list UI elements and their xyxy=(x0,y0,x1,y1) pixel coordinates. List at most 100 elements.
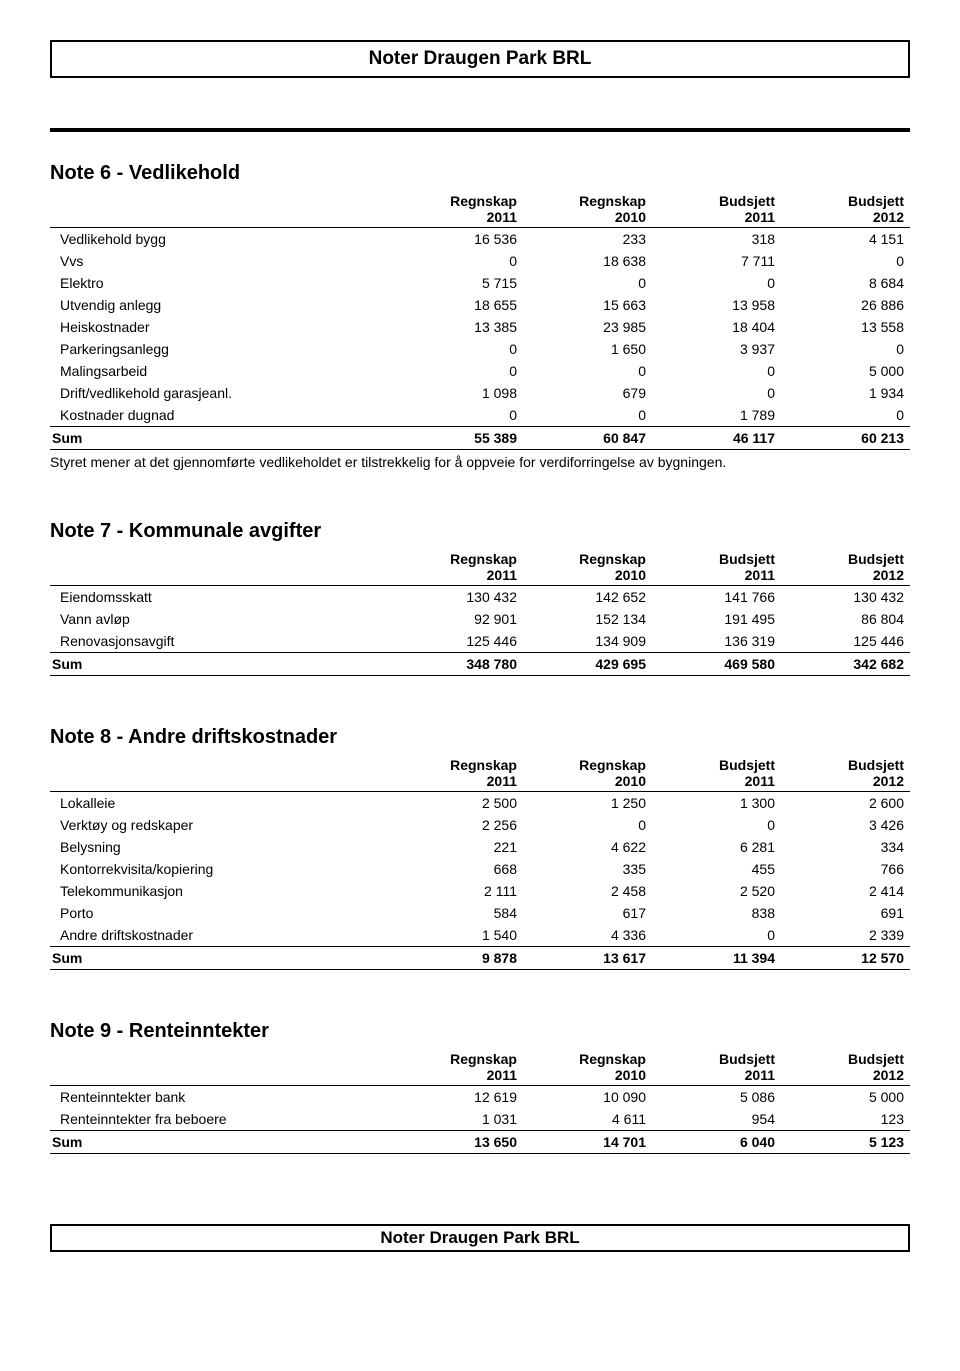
row-value: 691 xyxy=(781,902,910,924)
row-label: Vedlikehold bygg xyxy=(50,228,394,251)
row-label: Verktøy og redskaper xyxy=(50,814,394,836)
row-value: 152 134 xyxy=(523,608,652,630)
row-value: 2 414 xyxy=(781,880,910,902)
row-value: 5 715 xyxy=(394,272,523,294)
row-value: 92 901 xyxy=(394,608,523,630)
row-value: 8 684 xyxy=(781,272,910,294)
row-label: Andre driftskostnader xyxy=(50,924,394,947)
note7-table: Regnskap2011 Regnskap2010 Budsjett2011 B… xyxy=(50,549,910,676)
note9-sum: Sum 13 650 14 701 6 040 5 123 xyxy=(50,1131,910,1154)
row-value: 26 886 xyxy=(781,294,910,316)
table-row: Lokalleie2 5001 2501 3002 600 xyxy=(50,792,910,815)
row-value: 3 937 xyxy=(652,338,781,360)
note9-block: Note 9 - Renteinntekter Regnskap2011 Reg… xyxy=(50,1020,910,1154)
row-value: 0 xyxy=(394,250,523,272)
row-value: 233 xyxy=(523,228,652,251)
row-value: 136 319 xyxy=(652,630,781,653)
table-row: Kontorrekvisita/kopiering668335455766 xyxy=(50,858,910,880)
note7-body: Eiendomsskatt130 432142 652141 766130 43… xyxy=(50,586,910,653)
table-row: Elektro5 715008 684 xyxy=(50,272,910,294)
row-value: 318 xyxy=(652,228,781,251)
row-value: 455 xyxy=(652,858,781,880)
row-value: 2 256 xyxy=(394,814,523,836)
row-value: 10 090 xyxy=(523,1086,652,1109)
row-value: 23 985 xyxy=(523,316,652,338)
row-label: Renovasjonsavgift xyxy=(50,630,394,653)
row-value: 130 432 xyxy=(781,586,910,609)
row-value: 679 xyxy=(523,382,652,404)
row-value: 335 xyxy=(523,858,652,880)
row-value: 13 558 xyxy=(781,316,910,338)
row-value: 0 xyxy=(781,404,910,427)
row-value: 18 638 xyxy=(523,250,652,272)
row-value: 18 404 xyxy=(652,316,781,338)
row-value: 0 xyxy=(652,360,781,382)
row-value: 0 xyxy=(652,924,781,947)
table-row: Drift/vedlikehold garasjeanl.1 09867901 … xyxy=(50,382,910,404)
table-row: Telekommunikasjon2 1112 4582 5202 414 xyxy=(50,880,910,902)
row-label: Utvendig anlegg xyxy=(50,294,394,316)
row-value: 4 611 xyxy=(523,1108,652,1131)
row-label: Vann avløp xyxy=(50,608,394,630)
note6-sum: Sum 55 389 60 847 46 117 60 213 xyxy=(50,427,910,450)
row-value: 0 xyxy=(523,404,652,427)
row-value: 584 xyxy=(394,902,523,924)
row-value: 617 xyxy=(523,902,652,924)
row-value: 1 540 xyxy=(394,924,523,947)
row-value: 0 xyxy=(394,360,523,382)
row-value: 668 xyxy=(394,858,523,880)
row-label: Kontorrekvisita/kopiering xyxy=(50,858,394,880)
row-value: 1 250 xyxy=(523,792,652,815)
row-label: Drift/vedlikehold garasjeanl. xyxy=(50,382,394,404)
row-value: 2 600 xyxy=(781,792,910,815)
row-value: 0 xyxy=(652,272,781,294)
row-value: 1 789 xyxy=(652,404,781,427)
row-label: Porto xyxy=(50,902,394,924)
row-value: 7 711 xyxy=(652,250,781,272)
row-value: 142 652 xyxy=(523,586,652,609)
row-value: 0 xyxy=(523,814,652,836)
row-value: 1 650 xyxy=(523,338,652,360)
row-value: 18 655 xyxy=(394,294,523,316)
row-label: Heiskostnader xyxy=(50,316,394,338)
row-value: 1 934 xyxy=(781,382,910,404)
table-row: Renovasjonsavgift125 446134 909136 31912… xyxy=(50,630,910,653)
note6-body: Vedlikehold bygg16 5362333184 151Vvs018 … xyxy=(50,228,910,427)
note8-table: Regnskap2011 Regnskap2010 Budsjett2011 B… xyxy=(50,755,910,970)
table-row: Renteinntekter bank12 61910 0905 0865 00… xyxy=(50,1086,910,1109)
row-value: 191 495 xyxy=(652,608,781,630)
row-value: 3 426 xyxy=(781,814,910,836)
row-value: 5 000 xyxy=(781,1086,910,1109)
table-row: Eiendomsskatt130 432142 652141 766130 43… xyxy=(50,586,910,609)
table-row: Vedlikehold bygg16 5362333184 151 xyxy=(50,228,910,251)
row-value: 123 xyxy=(781,1108,910,1131)
note8-block: Note 8 - Andre driftskostnader Regnskap2… xyxy=(50,726,910,970)
note9-table: Regnskap2011 Regnskap2010 Budsjett2011 B… xyxy=(50,1049,910,1154)
row-label: Elektro xyxy=(50,272,394,294)
row-value: 4 151 xyxy=(781,228,910,251)
row-value: 16 536 xyxy=(394,228,523,251)
note9-body: Renteinntekter bank12 61910 0905 0865 00… xyxy=(50,1086,910,1131)
row-value: 13 385 xyxy=(394,316,523,338)
row-value: 0 xyxy=(523,272,652,294)
row-value: 221 xyxy=(394,836,523,858)
table-row: Malingsarbeid0005 000 xyxy=(50,360,910,382)
note6-block: Note 6 - Vedlikehold Regnskap2011 Regnsk… xyxy=(50,162,910,470)
page-header: Noter Draugen Park BRL xyxy=(50,40,910,78)
row-label: Kostnader dugnad xyxy=(50,404,394,427)
table-row: Heiskostnader13 38523 98518 40413 558 xyxy=(50,316,910,338)
note8-title: Note 8 - Andre driftskostnader xyxy=(50,726,910,749)
row-value: 12 619 xyxy=(394,1086,523,1109)
note8-body: Lokalleie2 5001 2501 3002 600Verktøy og … xyxy=(50,792,910,947)
row-label: Belysning xyxy=(50,836,394,858)
row-value: 141 766 xyxy=(652,586,781,609)
row-label: Telekommunikasjon xyxy=(50,880,394,902)
row-label: Malingsarbeid xyxy=(50,360,394,382)
row-value: 4 622 xyxy=(523,836,652,858)
row-value: 0 xyxy=(652,814,781,836)
row-label: Vvs xyxy=(50,250,394,272)
row-value: 1 098 xyxy=(394,382,523,404)
note6-title: Note 6 - Vedlikehold xyxy=(50,162,910,185)
row-value: 134 909 xyxy=(523,630,652,653)
row-value: 0 xyxy=(394,404,523,427)
